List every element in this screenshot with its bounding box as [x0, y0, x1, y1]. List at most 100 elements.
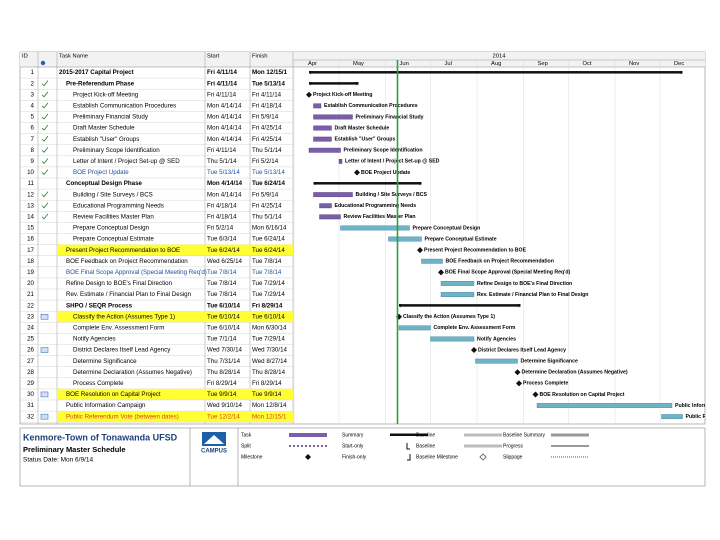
month-label: Aug: [491, 61, 501, 67]
task-start: Fri 4/11/14: [207, 91, 237, 98]
month-label: Jul: [445, 61, 452, 67]
task-name: BOE Project Update: [73, 169, 129, 176]
header-band: [20, 52, 705, 67]
month-label: Nov: [629, 61, 639, 67]
task-start: Fri 4/11/14: [207, 69, 237, 76]
task-start: Thu 7/31/14: [207, 358, 241, 365]
task-start: Fri 8/29/14: [207, 380, 237, 387]
bar-label: BOE Feedback on Project Recommendation: [446, 259, 554, 265]
task-name: Classify the Action (Assumes Type 1): [73, 313, 175, 320]
task-start: Fri 4/11/14: [207, 147, 237, 154]
row-id: 4: [31, 102, 35, 109]
task-finish: Thu 8/28/14: [252, 369, 286, 376]
task-start: Wed 6/25/14: [207, 258, 243, 265]
bar-label: Establish "User" Groups: [335, 137, 396, 143]
logo-shape: [204, 435, 224, 444]
row-id: 27: [27, 358, 34, 365]
task-finish: Fri 4/11/14: [252, 91, 282, 98]
task-start: Tue 5/13/14: [207, 169, 240, 176]
header-start: Start: [207, 54, 220, 60]
row-highlight: [57, 311, 293, 323]
row-id: 20: [27, 280, 34, 287]
task-bar: [536, 403, 673, 408]
task-start: Tue 7/1/14: [207, 336, 237, 343]
row-id: 18: [27, 258, 34, 265]
task-finish: Fri 4/25/14: [252, 136, 282, 143]
task-finish: Fri 4/18/14: [252, 102, 282, 109]
task-start: Fri 4/18/14: [207, 213, 237, 220]
legend-label: Task: [241, 432, 252, 438]
bar-label: Preliminary Financial Study: [356, 114, 424, 120]
task-start: Mon 4/14/14: [207, 191, 242, 198]
task-finish: Tue 7/29/14: [252, 291, 285, 298]
row-id: 21: [27, 291, 34, 298]
task-bar: [313, 125, 332, 131]
milestone: [417, 247, 423, 254]
task-name: BOE Resolution on Capital Project: [66, 391, 161, 398]
legend-symbol: [305, 454, 311, 460]
done-check: [41, 169, 49, 176]
task-name: Present Project Recommendation to BOE: [66, 247, 180, 254]
task-start: Thu 8/28/14: [207, 369, 241, 376]
bar-label: Classify the Action (Assumes Type 1): [403, 314, 495, 320]
task-name: Determine Declaration (Assumes Negative): [73, 369, 192, 376]
task-finish: Thu 5/1/14: [252, 147, 282, 154]
task-name: Building / Site Surveys / BCS: [73, 191, 153, 198]
task-bar: [421, 258, 443, 264]
task-name: Project Kick-off Meeting: [73, 91, 139, 98]
table-frame: [19, 51, 706, 425]
task-bar: [661, 414, 683, 420]
task-finish: Mon 6/30/14: [252, 324, 287, 331]
legend-symbol: [390, 433, 428, 436]
done-check: [41, 80, 49, 87]
row-id: 28: [27, 369, 34, 376]
row-highlight: [57, 388, 293, 400]
done-check: [41, 113, 49, 120]
task-bar: [475, 358, 518, 364]
done-check: [41, 91, 49, 98]
task-finish: Mon 6/16/14: [252, 225, 287, 232]
bar-label: Determine Significance: [521, 359, 578, 365]
task-name: Establish "User" Groups: [73, 136, 139, 143]
legend-label: Baseline: [416, 443, 435, 449]
row-id: 9: [31, 158, 35, 165]
legend-label: Baseline Summary: [503, 432, 545, 438]
row-id: 25: [27, 336, 34, 343]
summary-bar: [313, 182, 422, 185]
task-bar: [319, 214, 341, 220]
bar-label: Establish Communication Procedures: [324, 103, 418, 109]
task-name: Prepare Conceptual Estimate: [73, 236, 154, 243]
summary-bar: [309, 82, 359, 85]
task-finish: Tue 6/24/14: [252, 247, 285, 254]
row-id: 24: [27, 324, 34, 331]
task-finish: Tue 7/29/14: [252, 280, 285, 287]
task-bar: [313, 136, 332, 142]
footer-subtitle: Preliminary Master Schedule: [23, 445, 126, 454]
task-bar: [440, 292, 475, 297]
gantt-area: Project Kick-off Meeting Establish Commun…: [306, 60, 705, 424]
legend-label: Slippage: [503, 454, 523, 460]
done-check: [41, 202, 49, 209]
task-start: Tue 9/9/14: [207, 391, 237, 398]
task-finish: Tue 7/8/14: [252, 258, 282, 265]
header-id: ID: [22, 54, 28, 60]
milestone: [471, 347, 477, 354]
bar-label: Rev. Estimate / Financial Plan to Final …: [477, 292, 588, 298]
bar-label: Notify Agencies: [477, 336, 516, 342]
bar-label: BOE Final Scope Approval (Special Meetin…: [445, 270, 571, 276]
task-name: Pre-Referendum Phase: [66, 80, 135, 87]
legend-symbol: [464, 433, 502, 437]
task-start: Tue 7/8/14: [207, 280, 237, 287]
legend-symbol: [464, 444, 502, 448]
task-start: Fri 4/18/14: [207, 202, 237, 209]
task-start: Mon 4/14/14: [207, 180, 243, 187]
bar-label: Prepare Conceptual Design: [413, 225, 481, 231]
info-icon: [40, 60, 46, 66]
header-task-name: Task Name: [59, 54, 88, 60]
row-highlight: [57, 244, 293, 256]
legend-label: Summary: [342, 432, 364, 438]
task-start: Fri 5/2/14: [207, 225, 234, 232]
legend-label: Progress: [503, 443, 524, 449]
bar-label: Process Complete: [523, 381, 568, 387]
